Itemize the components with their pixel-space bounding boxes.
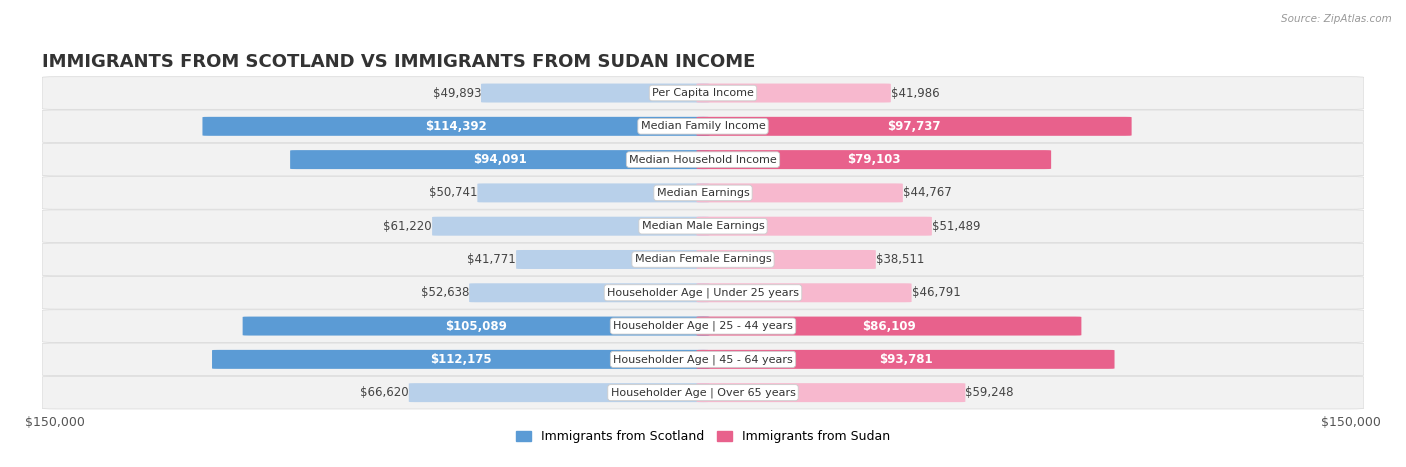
Text: $41,986: $41,986 — [891, 86, 939, 99]
Text: IMMIGRANTS FROM SCOTLAND VS IMMIGRANTS FROM SUDAN INCOME: IMMIGRANTS FROM SCOTLAND VS IMMIGRANTS F… — [42, 53, 755, 71]
Text: Householder Age | Under 25 years: Householder Age | Under 25 years — [607, 288, 799, 298]
FancyBboxPatch shape — [42, 243, 1364, 276]
Text: Source: ZipAtlas.com: Source: ZipAtlas.com — [1281, 14, 1392, 24]
FancyBboxPatch shape — [212, 350, 710, 369]
FancyBboxPatch shape — [42, 110, 1364, 142]
Text: $49,893: $49,893 — [433, 86, 481, 99]
FancyBboxPatch shape — [516, 250, 710, 269]
FancyBboxPatch shape — [42, 276, 1364, 309]
Text: Median Household Income: Median Household Income — [628, 155, 778, 164]
Text: Householder Age | 25 - 44 years: Householder Age | 25 - 44 years — [613, 321, 793, 331]
Text: Median Family Income: Median Family Income — [641, 121, 765, 131]
Text: $51,489: $51,489 — [932, 219, 980, 233]
FancyBboxPatch shape — [696, 317, 1081, 336]
FancyBboxPatch shape — [42, 310, 1364, 342]
Text: $93,781: $93,781 — [879, 353, 932, 366]
FancyBboxPatch shape — [42, 376, 1364, 409]
FancyBboxPatch shape — [42, 77, 1364, 109]
FancyBboxPatch shape — [290, 150, 710, 169]
Text: $97,737: $97,737 — [887, 120, 941, 133]
FancyBboxPatch shape — [696, 117, 1132, 136]
FancyBboxPatch shape — [696, 383, 966, 402]
FancyBboxPatch shape — [202, 117, 710, 136]
Text: Householder Age | Over 65 years: Householder Age | Over 65 years — [610, 388, 796, 398]
Text: $112,175: $112,175 — [430, 353, 492, 366]
Text: $59,248: $59,248 — [966, 386, 1014, 399]
FancyBboxPatch shape — [696, 184, 903, 202]
Text: Median Earnings: Median Earnings — [657, 188, 749, 198]
Text: Median Female Earnings: Median Female Earnings — [634, 255, 772, 264]
FancyBboxPatch shape — [696, 350, 1115, 369]
FancyBboxPatch shape — [470, 283, 710, 302]
FancyBboxPatch shape — [42, 210, 1364, 242]
Text: Householder Age | 45 - 64 years: Householder Age | 45 - 64 years — [613, 354, 793, 365]
FancyBboxPatch shape — [696, 84, 891, 103]
FancyBboxPatch shape — [243, 317, 710, 336]
FancyBboxPatch shape — [696, 150, 1052, 169]
Text: Median Male Earnings: Median Male Earnings — [641, 221, 765, 231]
FancyBboxPatch shape — [42, 177, 1364, 209]
FancyBboxPatch shape — [42, 143, 1364, 176]
Text: Per Capita Income: Per Capita Income — [652, 88, 754, 98]
Text: $66,620: $66,620 — [360, 386, 409, 399]
FancyBboxPatch shape — [42, 343, 1364, 375]
FancyBboxPatch shape — [696, 283, 911, 302]
Text: $61,220: $61,220 — [384, 219, 432, 233]
Text: $105,089: $105,089 — [446, 319, 508, 333]
FancyBboxPatch shape — [478, 184, 710, 202]
FancyBboxPatch shape — [696, 217, 932, 236]
Legend: Immigrants from Scotland, Immigrants from Sudan: Immigrants from Scotland, Immigrants fro… — [510, 425, 896, 448]
Text: $114,392: $114,392 — [425, 120, 486, 133]
Text: $50,741: $50,741 — [429, 186, 478, 199]
Text: $38,511: $38,511 — [876, 253, 924, 266]
FancyBboxPatch shape — [481, 84, 710, 103]
Text: $41,771: $41,771 — [467, 253, 516, 266]
Text: $46,791: $46,791 — [911, 286, 960, 299]
FancyBboxPatch shape — [432, 217, 710, 236]
Text: $52,638: $52,638 — [420, 286, 470, 299]
FancyBboxPatch shape — [409, 383, 710, 402]
Text: $79,103: $79,103 — [846, 153, 901, 166]
FancyBboxPatch shape — [696, 250, 876, 269]
Text: $94,091: $94,091 — [472, 153, 527, 166]
Text: $86,109: $86,109 — [862, 319, 915, 333]
Text: $44,767: $44,767 — [903, 186, 952, 199]
